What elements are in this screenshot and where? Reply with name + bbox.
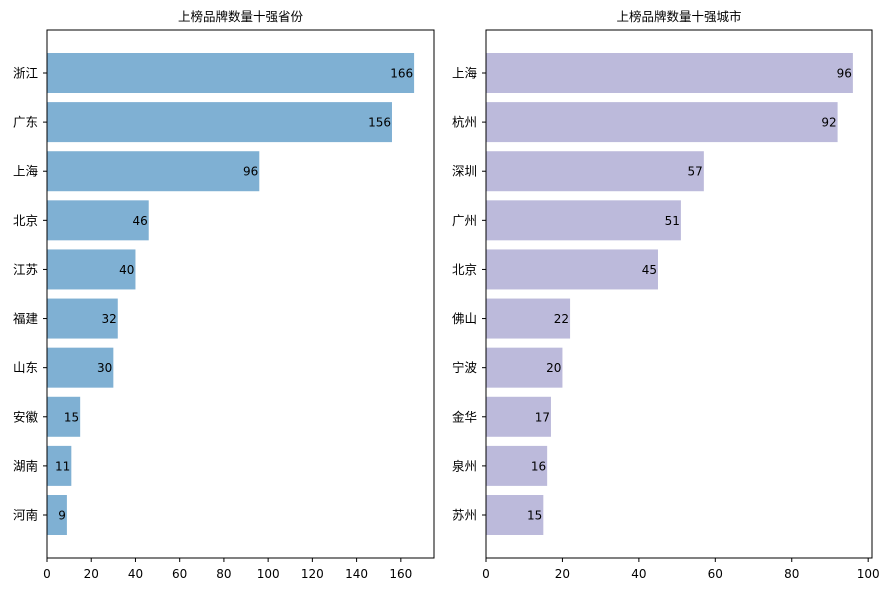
province-bar: [47, 200, 149, 241]
city-bar: [486, 396, 551, 437]
province-category-label: 河南: [13, 508, 38, 523]
province-bar-value-label: 15: [64, 410, 79, 424]
province-bar: [47, 298, 118, 339]
province-category-label: 浙江: [13, 66, 38, 81]
city-x-tick-label: 60: [708, 567, 723, 581]
city-bar: [486, 200, 681, 241]
city-category-label: 宁波: [452, 360, 478, 375]
province-x-tick-label: 140: [345, 567, 368, 581]
province-bar-value-label: 40: [119, 263, 134, 277]
city-x-tick-label: 40: [631, 567, 646, 581]
city-bar-value-label: 51: [665, 214, 680, 228]
province-bar: [47, 495, 67, 535]
province-category-label: 广东: [13, 115, 38, 130]
province-bar: [47, 249, 136, 290]
provinces-chart-title: 上榜品牌数量十强省份: [178, 9, 304, 24]
city-category-label: 深圳: [452, 164, 477, 179]
province-bar-value-label: 166: [390, 67, 413, 81]
province-bar-value-label: 46: [132, 214, 147, 228]
city-bar-value-label: 16: [531, 459, 546, 473]
city-axes-frame: [485, 29, 873, 559]
city-bar-value-label: 45: [642, 263, 657, 277]
city-x-tick-label: 0: [482, 567, 490, 581]
province-bar: [47, 53, 415, 93]
province-bar-value-label: 9: [58, 509, 66, 523]
city-bar-value-label: 57: [688, 165, 703, 179]
city-category-label: 金华: [452, 409, 477, 424]
cities-chart: 上榜品牌数量十强城市 96 上海 92 杭州 57 深圳 51 广州 45 北京 22 佛山 20 宁波 1…: [452, 9, 880, 581]
city-x-tick-label: 100: [857, 567, 880, 581]
city-bar-value-label: 22: [554, 312, 569, 326]
province-bar-value-label: 30: [97, 361, 112, 375]
city-bar-value-label: 17: [535, 410, 550, 424]
city-x-tick-label: 80: [784, 567, 799, 581]
province-axes-frame: [46, 29, 435, 559]
cities-chart-title: 上榜品牌数量十强城市: [616, 9, 741, 24]
province-category-label: 福建: [13, 311, 39, 326]
province-bar: [47, 396, 81, 437]
province-bar-value-label: 96: [243, 165, 258, 179]
province-category-label: 上海: [13, 164, 39, 179]
province-x-tick-label: 40: [128, 567, 143, 581]
province-bar: [47, 445, 72, 486]
city-x-tick-label: 20: [555, 567, 570, 581]
province-category-label: 北京: [13, 213, 38, 228]
city-category-label: 上海: [452, 66, 478, 81]
city-bar: [486, 445, 548, 486]
city-bar: [486, 53, 853, 93]
city-bar: [486, 249, 658, 290]
provinces-plot-area: 166 浙江 156 广东 96 上海 46 北京 40 江苏 32 福建 30 山东 15 安徽 11 湖南 9 河…: [13, 29, 435, 581]
province-x-tick-label: 0: [43, 567, 51, 581]
province-x-tick-label: 60: [172, 567, 187, 581]
city-bar: [486, 102, 838, 143]
city-bar-value-label: 15: [527, 509, 542, 523]
city-category-label: 苏州: [452, 508, 477, 523]
city-bar-value-label: 92: [821, 116, 836, 130]
city-category-label: 杭州: [452, 115, 477, 130]
province-category-label: 山东: [13, 360, 38, 375]
city-bar: [486, 151, 704, 192]
city-bar-value-label: 20: [546, 361, 561, 375]
city-bar-value-label: 96: [837, 67, 852, 81]
province-category-label: 江苏: [13, 262, 38, 277]
city-category-label: 泉州: [452, 458, 477, 473]
province-x-tick-label: 80: [216, 567, 231, 581]
province-x-tick-label: 100: [257, 567, 280, 581]
city-category-label: 佛山: [452, 311, 477, 326]
province-category-label: 安徽: [13, 409, 39, 424]
province-bar: [47, 151, 260, 192]
cities-plot-area: 96 上海 92 杭州 57 深圳 51 广州 45 北京 22 佛山 20 宁波 17 金华 16 泉州 15 苏州…: [452, 29, 880, 581]
city-bar: [486, 495, 544, 535]
province-x-tick-label: 120: [301, 567, 324, 581]
province-x-tick-label: 160: [389, 567, 412, 581]
city-category-label: 广州: [452, 213, 477, 228]
province-x-tick-label: 20: [84, 567, 99, 581]
city-bar: [486, 298, 571, 339]
province-bar-value-label: 11: [55, 459, 70, 473]
provinces-chart: 上榜品牌数量十强省份 166 浙江 156 广东 96 上海 46 北京 40 江苏 32 福建 30 山…: [13, 9, 435, 581]
city-category-label: 北京: [452, 262, 477, 277]
province-bar-value-label: 156: [368, 116, 391, 130]
province-bar: [47, 347, 114, 388]
province-bar-value-label: 32: [101, 312, 116, 326]
province-category-label: 湖南: [13, 458, 38, 473]
city-bar: [486, 347, 563, 388]
province-bar: [47, 102, 392, 143]
